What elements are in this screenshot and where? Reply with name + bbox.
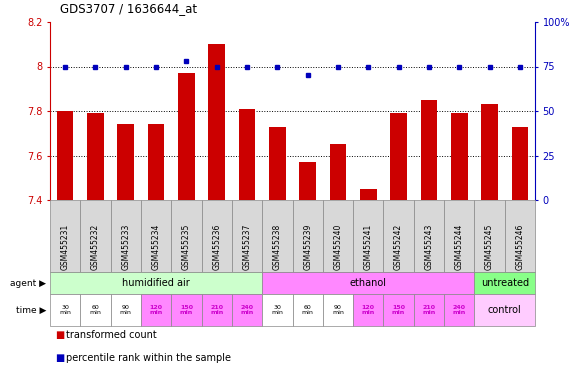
Text: 210
min: 210 min: [423, 305, 436, 315]
Text: GSM455236: GSM455236: [212, 224, 221, 270]
Text: percentile rank within the sample: percentile rank within the sample: [66, 353, 231, 363]
Text: GDS3707 / 1636644_at: GDS3707 / 1636644_at: [60, 2, 197, 15]
Text: GSM455231: GSM455231: [61, 224, 70, 270]
Text: 120
min: 120 min: [150, 305, 163, 315]
Text: 90
min: 90 min: [120, 305, 132, 315]
Bar: [329, 144, 346, 200]
Bar: [148, 124, 164, 200]
Text: GSM455237: GSM455237: [243, 224, 252, 270]
Text: GSM455243: GSM455243: [424, 224, 433, 270]
Text: 30
min: 30 min: [271, 305, 283, 315]
Text: 90
min: 90 min: [332, 305, 344, 315]
Bar: [118, 124, 134, 200]
Text: ■: ■: [55, 330, 65, 340]
Text: GSM455233: GSM455233: [121, 224, 130, 270]
Bar: [299, 162, 316, 200]
Text: GSM455241: GSM455241: [364, 224, 373, 270]
Bar: [512, 127, 528, 200]
Text: ■: ■: [55, 353, 65, 363]
Text: 240
min: 240 min: [240, 305, 254, 315]
Text: GSM455232: GSM455232: [91, 224, 100, 270]
Text: 150
min: 150 min: [180, 305, 193, 315]
Text: GSM455242: GSM455242: [394, 224, 403, 270]
Text: control: control: [488, 305, 521, 315]
Text: humidified air: humidified air: [122, 278, 190, 288]
Bar: [451, 113, 468, 200]
Text: 150
min: 150 min: [392, 305, 405, 315]
Bar: [239, 109, 255, 200]
Bar: [208, 44, 225, 200]
Text: GSM455244: GSM455244: [455, 224, 464, 270]
Text: GSM455246: GSM455246: [516, 224, 524, 270]
Bar: [421, 100, 437, 200]
Text: 240
min: 240 min: [453, 305, 466, 315]
Text: transformed count: transformed count: [66, 330, 157, 340]
Text: time ▶: time ▶: [15, 306, 46, 314]
Text: 210
min: 210 min: [210, 305, 223, 315]
Text: 120
min: 120 min: [361, 305, 375, 315]
Bar: [87, 113, 104, 200]
Text: 30
min: 30 min: [59, 305, 71, 315]
Bar: [390, 113, 407, 200]
Text: GSM455245: GSM455245: [485, 224, 494, 270]
Bar: [178, 73, 195, 200]
Text: untreated: untreated: [481, 278, 529, 288]
Text: GSM455235: GSM455235: [182, 224, 191, 270]
Text: 60
min: 60 min: [90, 305, 102, 315]
Text: GSM455239: GSM455239: [303, 224, 312, 270]
Bar: [57, 111, 74, 200]
Text: GSM455234: GSM455234: [151, 224, 160, 270]
Text: GSM455238: GSM455238: [273, 224, 282, 270]
Bar: [269, 127, 286, 200]
Bar: [481, 104, 498, 200]
Text: agent ▶: agent ▶: [10, 278, 46, 288]
Text: 60
min: 60 min: [301, 305, 313, 315]
Text: ethanol: ethanol: [350, 278, 387, 288]
Bar: [360, 189, 377, 200]
Text: GSM455240: GSM455240: [333, 224, 343, 270]
